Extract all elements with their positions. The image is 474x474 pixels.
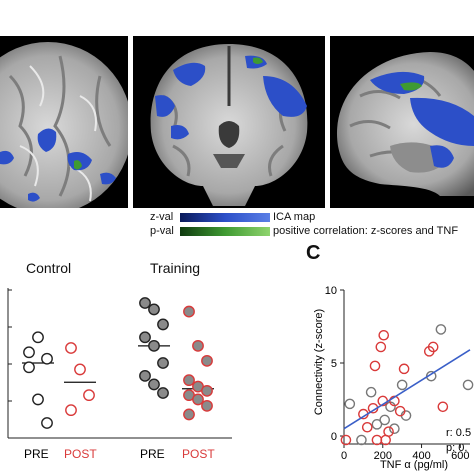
post-point [427,341,439,353]
pre-point [396,379,408,391]
pval-colorbar [180,227,270,236]
post-point [369,360,381,372]
post-point [398,363,410,375]
pre-point [139,369,151,382]
x-tick-label: 400 [412,450,430,462]
pre-point [139,297,151,309]
post-point [183,408,195,421]
x-tick-label: 200 [374,450,392,462]
post-point [378,329,390,341]
r-annotation: r: 0.5 [446,427,471,439]
post-point [192,393,204,406]
y-tick-label: 0 [331,431,337,443]
post-point [201,384,213,397]
panel-c-letter: C [306,242,321,264]
group-title-training: Training [150,260,201,276]
pre-point [389,423,400,434]
pre-point [356,434,367,446]
sagittal-slice-image [336,52,474,196]
post-point [183,374,195,387]
panel-c: C Connectivity (z-score) TNF α (pg/ml) r… [300,240,474,474]
post-point [375,341,387,353]
pre-point [23,361,35,374]
pre-point [41,352,53,365]
pre-point [148,378,160,391]
pre-point [23,346,35,359]
pre-point [148,339,160,352]
post-point [74,363,86,376]
pre-point [435,324,447,335]
pre-point [157,357,169,369]
pre-point [371,419,383,430]
post-point [83,389,95,402]
pval-label: p-val [150,225,174,237]
brain-panel-sagittal [330,36,474,208]
correlation-scatter-plot: Connectivity (z-score) TNF α (pg/ml) r: … [313,285,474,471]
control-post-label: POST [64,447,97,461]
pre-point [32,331,44,344]
y-axis-label: Connectivity (z-score) [313,309,325,415]
zval-colorbar [180,213,270,222]
panel-b: Control Training PRE POST PRE POST [0,250,300,474]
y-tick-label: 10 [325,285,337,297]
post-point [201,399,213,412]
pre-point [139,331,151,344]
group-scatter-plot: PRE POST PRE POST [7,288,232,461]
pre-point [148,303,160,316]
post-point [65,342,77,354]
pre-point [41,417,53,429]
post-point [65,404,77,417]
pre-point [344,398,356,410]
post-point [394,405,406,417]
x-axis-label: TNF α (pg/ml) [380,459,448,471]
group-title-control: Control [26,260,72,276]
zval-caption: ICA map [273,211,316,223]
post-point [340,434,352,446]
pre-point [157,318,169,331]
coronal-slice-image [150,44,308,206]
pre-point [32,393,44,406]
regression-line [343,349,471,430]
training-pre-label: PRE [140,447,165,461]
pre-point [365,386,377,398]
training-post-label: POST [182,447,215,461]
colorbar-legend: z-val p-val ICA map positive correlation… [150,211,474,239]
post-point [192,339,204,352]
post-point [383,426,394,437]
pre-point [462,379,474,391]
zval-label: z-val [150,211,174,223]
axial-slice-image [0,42,128,208]
x-tick-label: 600 [451,450,469,462]
x-tick-label: 0 [341,450,347,462]
control-pre-label: PRE [24,447,49,461]
post-point [361,421,373,433]
p-annotation: p: 0. [446,442,467,454]
pre-point [379,414,391,426]
brain-panel-axial [0,36,128,208]
post-point [183,305,195,318]
y-tick-label: 5 [331,358,337,370]
pval-caption: positive correlation: z-scores and TNF [273,225,459,237]
post-point [437,401,449,413]
post-point [371,434,383,446]
post-point [201,354,213,367]
brain-panel-coronal [133,36,325,208]
pre-point [157,387,169,399]
